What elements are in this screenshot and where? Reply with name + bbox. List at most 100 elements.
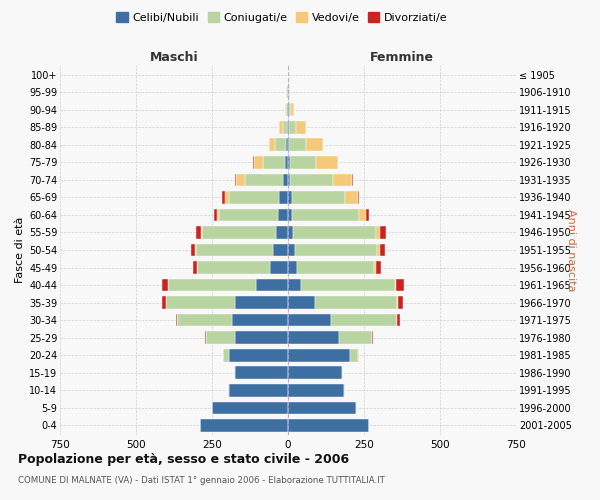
- Bar: [288, 191, 292, 203]
- Bar: [287, 104, 288, 116]
- Bar: [162, 279, 167, 291]
- Bar: [377, 244, 380, 256]
- Bar: [288, 138, 289, 151]
- Bar: [292, 191, 345, 203]
- Bar: [316, 156, 338, 168]
- Bar: [229, 191, 280, 203]
- Bar: [352, 174, 353, 186]
- Bar: [283, 174, 288, 186]
- Bar: [166, 296, 235, 309]
- Bar: [345, 191, 358, 203]
- Bar: [287, 86, 288, 99]
- Bar: [280, 121, 283, 134]
- Bar: [196, 244, 274, 256]
- Bar: [223, 349, 229, 362]
- Bar: [288, 174, 290, 186]
- Bar: [398, 296, 403, 309]
- Bar: [229, 349, 288, 362]
- Bar: [288, 208, 292, 221]
- Bar: [288, 419, 368, 432]
- Bar: [274, 244, 288, 256]
- Bar: [395, 279, 396, 291]
- Bar: [331, 314, 397, 326]
- Y-axis label: Fasce di età: Fasce di età: [14, 217, 25, 283]
- Bar: [176, 314, 177, 326]
- Bar: [350, 349, 358, 362]
- Bar: [295, 244, 377, 256]
- Bar: [235, 174, 236, 186]
- Bar: [233, 366, 235, 379]
- Bar: [290, 156, 316, 168]
- Bar: [374, 261, 376, 274]
- Bar: [288, 402, 356, 414]
- Bar: [359, 208, 366, 221]
- Bar: [223, 191, 225, 203]
- Bar: [196, 226, 201, 239]
- Bar: [288, 384, 344, 396]
- Bar: [396, 279, 404, 291]
- Bar: [205, 332, 206, 344]
- Bar: [397, 314, 400, 326]
- Bar: [288, 314, 331, 326]
- Bar: [253, 156, 254, 168]
- Bar: [285, 156, 288, 168]
- Bar: [333, 174, 352, 186]
- Bar: [288, 279, 301, 291]
- Bar: [397, 296, 398, 309]
- Bar: [315, 296, 397, 309]
- Bar: [161, 296, 166, 309]
- Bar: [206, 332, 235, 344]
- Bar: [263, 156, 285, 168]
- Bar: [195, 244, 196, 256]
- Bar: [288, 296, 315, 309]
- Bar: [177, 314, 232, 326]
- Bar: [293, 226, 376, 239]
- Bar: [288, 349, 350, 362]
- Bar: [269, 138, 275, 151]
- Bar: [289, 121, 296, 134]
- Bar: [235, 366, 288, 379]
- Bar: [380, 244, 385, 256]
- Bar: [376, 226, 380, 239]
- Bar: [229, 384, 288, 396]
- Bar: [288, 104, 289, 116]
- Bar: [235, 332, 288, 344]
- Bar: [283, 121, 287, 134]
- Text: Popolazione per età, sesso e stato civile - 2006: Popolazione per età, sesso e stato civil…: [18, 452, 349, 466]
- Legend: Celibi/Nubili, Coniugati/e, Vedovi/e, Divorziati/e: Celibi/Nubili, Coniugati/e, Vedovi/e, Di…: [112, 8, 452, 28]
- Bar: [376, 261, 381, 274]
- Bar: [278, 208, 288, 221]
- Bar: [306, 138, 323, 151]
- Bar: [292, 208, 359, 221]
- Bar: [254, 156, 263, 168]
- Bar: [286, 138, 288, 151]
- Bar: [191, 244, 195, 256]
- Bar: [271, 261, 288, 274]
- Bar: [284, 104, 286, 116]
- Bar: [275, 138, 286, 151]
- Bar: [288, 244, 295, 256]
- Bar: [200, 419, 288, 432]
- Bar: [339, 332, 372, 344]
- Bar: [342, 366, 343, 379]
- Text: Femmine: Femmine: [370, 51, 434, 64]
- Bar: [197, 261, 271, 274]
- Bar: [296, 261, 374, 274]
- Bar: [289, 86, 290, 99]
- Bar: [366, 208, 369, 221]
- Bar: [288, 332, 339, 344]
- Bar: [217, 208, 219, 221]
- Bar: [290, 174, 333, 186]
- Bar: [289, 104, 291, 116]
- Bar: [301, 279, 395, 291]
- Bar: [168, 279, 256, 291]
- Bar: [372, 332, 373, 344]
- Bar: [296, 121, 306, 134]
- Bar: [245, 174, 283, 186]
- Bar: [280, 191, 288, 203]
- Bar: [380, 226, 386, 239]
- Bar: [256, 279, 288, 291]
- Text: COMUNE DI MALNATE (VA) - Dati ISTAT 1° gennaio 2006 - Elaborazione TUTTITALIA.IT: COMUNE DI MALNATE (VA) - Dati ISTAT 1° g…: [18, 476, 385, 485]
- Bar: [225, 191, 229, 203]
- Bar: [201, 226, 202, 239]
